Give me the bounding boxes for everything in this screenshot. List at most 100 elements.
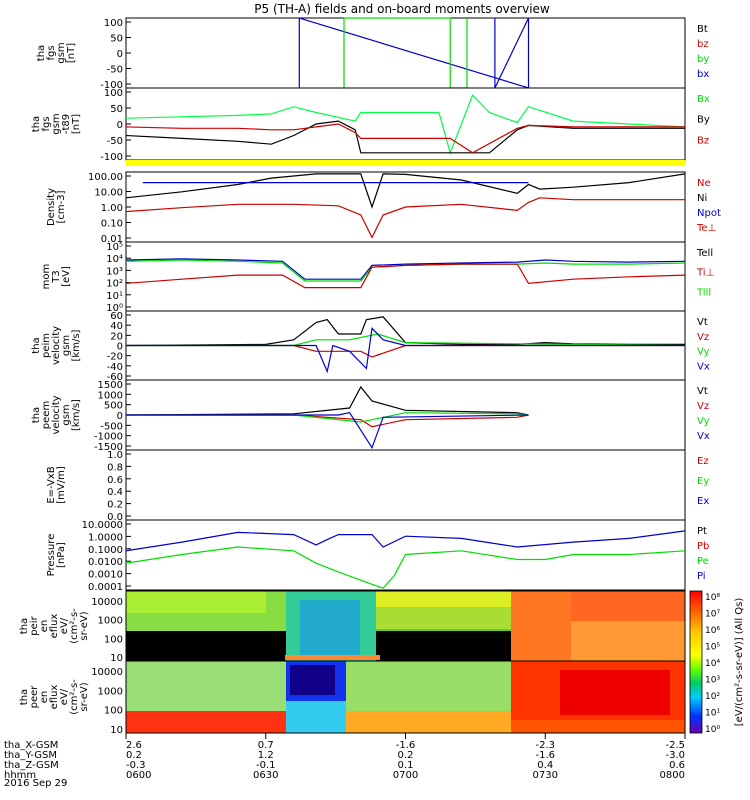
- series-vt: [125, 316, 685, 347]
- orbit-row-value: 0600: [126, 770, 151, 781]
- legend-entry: Vt: [697, 386, 708, 397]
- y-axis-label: [cm-3]: [56, 190, 67, 223]
- y-tick-label: -50: [107, 136, 123, 147]
- y-tick-label: 0.0: [107, 512, 123, 523]
- colorbar-tick: 10³: [705, 676, 720, 686]
- date-label: 2016 Sep 29: [4, 778, 67, 789]
- colorbar-tick: 10⁶: [705, 626, 720, 636]
- chart-title: P5 (TH-A) fields and on-board moments ov…: [254, 2, 550, 16]
- legend-entry: Till: [696, 287, 711, 298]
- y-tick-label: 10: [110, 725, 123, 736]
- orbit-row-value: 0.2: [398, 750, 414, 761]
- legend-entry: by: [697, 54, 709, 65]
- y-axis-label: [km/s]: [71, 329, 82, 361]
- legend-entry: Ey: [697, 476, 709, 487]
- colorbar-tick: 10⁴: [705, 659, 720, 669]
- y-tick-label: 10³: [106, 266, 123, 277]
- y-axis-label: Density: [46, 188, 57, 226]
- series-ne: [125, 197, 685, 239]
- legend-entry: Vz: [697, 332, 709, 343]
- series-by: [343, 17, 468, 89]
- y-tick-label: 0.4: [107, 487, 123, 498]
- orbit-row-value: -1.6: [396, 740, 416, 751]
- y-tick-label: 10²: [106, 279, 123, 290]
- y-axis-label: gsm: [51, 113, 62, 134]
- orbit-row-label: hhmm: [4, 770, 36, 781]
- series-vx: [126, 412, 529, 450]
- y-axis-label: gsm: [61, 404, 72, 425]
- legend-entry: Pt: [697, 526, 707, 537]
- y-axis-label: tha: [31, 407, 42, 423]
- legend-entry: Vy: [697, 416, 710, 427]
- legend-entry: Tell: [696, 248, 713, 259]
- y-tick-label: 10.0000: [82, 520, 123, 531]
- y-axis-label: sr-eV): [79, 682, 90, 711]
- y-axis-label: tha: [36, 45, 47, 61]
- y-tick-label: -100: [100, 80, 123, 91]
- y-tick-label: 100: [104, 88, 123, 99]
- legend-entry: Bt: [697, 24, 708, 35]
- panel-efield: 1.00.8 0.60.4 0.20.0 E=-VxB [mV/m] Ez Ey Ex: [46, 449, 709, 523]
- colorbar-tick: 10⁷: [705, 610, 720, 620]
- y-tick-label: -1500: [94, 442, 123, 453]
- colorbar-tick: 10⁸: [705, 593, 720, 603]
- y-axis-label: (cm²-s-: [69, 679, 80, 715]
- series-trace: [125, 123, 685, 154]
- y-axis-label: (cm²-s-: [69, 608, 80, 644]
- y-axis-label: peer: [29, 685, 40, 709]
- series-bx: [298, 17, 530, 89]
- peir-spectrogram: [125, 590, 686, 662]
- y-tick-label: -50: [107, 65, 123, 76]
- y-tick-label: 0.8: [107, 462, 123, 473]
- orbit-row-value: 2.6: [126, 740, 142, 751]
- y-tick-label: 1000: [98, 616, 123, 627]
- legend-entry: Vz: [697, 401, 709, 412]
- y-tick-label: 0: [117, 120, 123, 131]
- y-tick-label: 10000: [91, 597, 123, 608]
- y-tick-label: 10⁵: [106, 242, 123, 253]
- y-tick-label: 1.0000: [88, 532, 123, 543]
- y-tick-label: 0.10: [101, 219, 123, 230]
- y-tick-label: 10⁴: [106, 254, 123, 265]
- colorbar-tick: 10⁰: [705, 725, 720, 735]
- legend-entry: Vy: [697, 347, 710, 358]
- colorbar-tick: 10¹: [705, 709, 720, 719]
- y-axis-label: tha: [31, 116, 42, 132]
- series-ni: [125, 173, 686, 209]
- orbit-row-value: -1.6: [535, 750, 555, 761]
- y-axis-label: velocity: [51, 326, 62, 365]
- legend-entry: Vt: [697, 317, 708, 328]
- series-trace: [125, 120, 685, 154]
- orbit-row-value: -0.3: [126, 760, 146, 771]
- legend-entry: Bz: [697, 135, 709, 146]
- y-axis-label: eV/: [59, 617, 70, 634]
- y-tick-label: 50: [110, 34, 123, 45]
- yellow-status-bar: [126, 160, 685, 166]
- legend-entry: Vx: [697, 361, 710, 372]
- panel-fgs: 100 50 0 -50 -100 tha fgs gsm [nT] Bt bz by bx: [36, 17, 709, 91]
- series-pe: [125, 546, 686, 589]
- y-axis-label: tha: [19, 618, 30, 634]
- legend-entry: Ni: [697, 193, 707, 204]
- y-tick-label: -1000: [94, 432, 123, 443]
- y-axis-label: [nPa]: [56, 542, 67, 568]
- y-axis-label: [nT]: [66, 43, 77, 63]
- y-tick-label: 10⁰: [106, 303, 123, 314]
- orbit-row-value: -3.0: [665, 750, 685, 761]
- y-axis-label: [km/s]: [71, 399, 82, 431]
- legend-entry: Pb: [697, 541, 709, 552]
- orbit-row-value: 0.7: [258, 740, 274, 751]
- y-axis-label: gsm: [56, 42, 67, 63]
- orbit-row-value: 0.6: [669, 760, 685, 771]
- legend-entry: Ne: [697, 178, 711, 189]
- y-tick-label: 10¹: [106, 291, 123, 302]
- y-axis-label: en: [39, 620, 50, 633]
- y-axis-label: sr-eV): [79, 611, 90, 640]
- orbit-row-label: tha_Y-GSM: [4, 750, 57, 761]
- colorbar-tick: 10⁵: [705, 643, 720, 653]
- y-tick-label: 500: [104, 401, 123, 412]
- legend-entry: Pe: [697, 556, 709, 567]
